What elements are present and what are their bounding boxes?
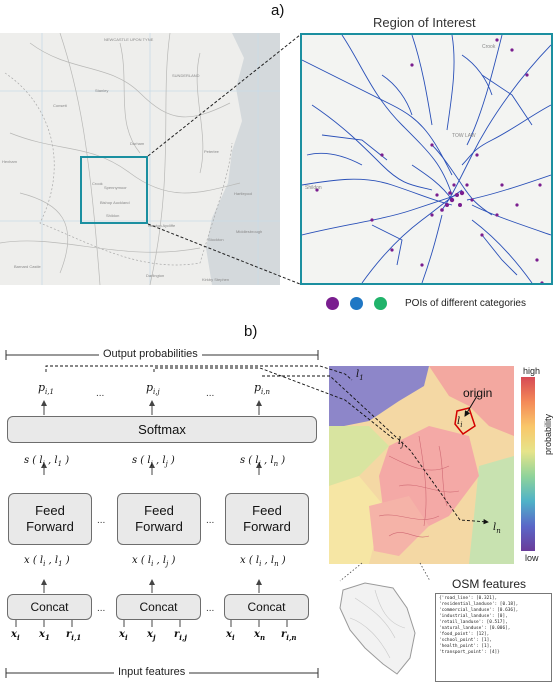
- legend-dot-blue: [350, 297, 363, 310]
- softmax-layer: Softmax: [7, 416, 317, 443]
- map-place: Durham: [130, 141, 145, 146]
- location-label-j: lj: [398, 436, 404, 449]
- concat-block-1: Concat: [7, 594, 92, 620]
- pair-feature-label-n: x ( li , ln ): [240, 555, 286, 568]
- roi-place: TOW LAW: [452, 133, 476, 139]
- score-label-1: s ( li , l1 ): [24, 455, 70, 468]
- osm-features-title: OSM features: [452, 577, 527, 591]
- location-label-1: l1: [356, 369, 364, 382]
- concat-block-n: Concat: [224, 594, 309, 620]
- map-place: Stanley: [95, 88, 109, 93]
- ellipsis: ...: [206, 388, 215, 399]
- input-feature: x1: [39, 629, 50, 642]
- zone-outline: [339, 582, 416, 675]
- prob-label-n: pi,n: [254, 381, 271, 397]
- prob-label-1: pi,1: [38, 381, 54, 397]
- colorbar-low-label: low: [525, 553, 539, 563]
- map-place: Middlesbrough: [236, 229, 263, 234]
- feed-forward-block-1: Feed Forward: [8, 493, 92, 545]
- ellipsis: ...: [206, 515, 215, 526]
- legend-label: POIs of different categories: [405, 298, 526, 309]
- input-feature: xn: [254, 629, 266, 642]
- map-place: Darlington: [146, 273, 165, 278]
- roi-title: Region of Interest: [373, 15, 476, 30]
- prob-label-j: pi,j: [146, 381, 160, 397]
- ellipsis: ...: [206, 603, 215, 614]
- overview-map-base: [0, 33, 280, 285]
- roi-map: Crook TOW LAW Shildon: [300, 33, 553, 285]
- roi-place: Shildon: [305, 185, 322, 191]
- roi-road-network: [302, 35, 551, 283]
- panel-a-label: a): [271, 2, 285, 19]
- probability-map-areas: [329, 366, 514, 564]
- osm-line: {'road_line': [0.321],: [439, 596, 498, 601]
- ellipsis: ...: [97, 603, 106, 614]
- osm-line: 'natural_landuse': [0.006],: [439, 626, 511, 631]
- pair-feature-label-j: x ( li , lj ): [132, 555, 176, 568]
- map-place: Kirkby Stephen: [202, 277, 230, 282]
- input-feature: xi: [119, 629, 128, 642]
- map-place: Hartlepool: [234, 191, 253, 196]
- colorbar-high-label: high: [523, 366, 541, 376]
- input-feature: xj: [147, 629, 156, 642]
- osm-line: 'transport_point': [4]}: [439, 650, 500, 655]
- map-place: SUNDERLAND: [172, 73, 200, 78]
- legend-dot-purple: [326, 297, 339, 310]
- osm-line: 'retail_landuse': [0.517],: [439, 620, 508, 625]
- panel-b-label: b): [244, 323, 258, 340]
- origin-label: origin: [463, 386, 493, 400]
- osm-line: 'school_point': [1],: [439, 638, 492, 643]
- map-place: NEWCASTLE UPON TYNE: [104, 37, 154, 42]
- osm-line: 'health_point': [1],: [439, 644, 492, 649]
- input-feature: ri,n: [281, 629, 297, 642]
- map-place: Newton Aycliffe: [148, 223, 176, 228]
- location-label-i: li: [457, 416, 463, 429]
- map-place: Hexham: [2, 159, 17, 164]
- osm-features-box: {'road_line': [0.321], 'residential_land…: [435, 593, 552, 682]
- score-label-n: s ( li , ln ): [240, 455, 286, 468]
- output-probabilities-title: Output probabilities: [99, 348, 202, 360]
- probability-colorbar: [521, 377, 535, 551]
- concat-block-j: Concat: [116, 594, 201, 620]
- input-feature: ri,j: [174, 629, 187, 642]
- legend-dot-green: [374, 297, 387, 310]
- roi-place: Crook: [482, 44, 496, 50]
- overview-map: NEWCASTLE UPON TYNE SUNDERLAND Consett S…: [0, 33, 280, 285]
- map-place: Peterlee: [204, 149, 219, 154]
- probability-map: l1 li lj ln origin: [329, 366, 514, 564]
- feed-forward-block-j: Feed Forward: [117, 493, 201, 545]
- score-label-j: s ( li , lj ): [132, 455, 175, 468]
- map-place: Spennymoor: [104, 185, 127, 190]
- ellipsis: ...: [97, 515, 106, 526]
- map-place: Stockton: [208, 237, 224, 242]
- map-place: Barnard Castle: [14, 264, 41, 269]
- pair-feature-label-1: x ( li , l1 ): [24, 555, 70, 568]
- input-feature: xi: [226, 629, 235, 642]
- input-feature: xi: [11, 629, 20, 642]
- osm-line: 'food_point': [12],: [439, 632, 490, 637]
- input-feature: ri,1: [66, 629, 82, 642]
- osm-line: 'commercial_landuse': [0.636],: [439, 608, 519, 613]
- input-features-title: Input features: [114, 666, 190, 678]
- osm-line: 'residential_landuse': [0.18],: [439, 602, 519, 607]
- ellipsis: ...: [96, 388, 105, 399]
- location-label-n: ln: [493, 522, 501, 535]
- map-place: Consett: [53, 103, 67, 108]
- zoom-connectors: [147, 34, 301, 285]
- map-place: Bishop Auckland: [100, 200, 130, 205]
- feed-forward-block-n: Feed Forward: [225, 493, 309, 545]
- osm-line: 'industrial_landuse': [0],: [439, 614, 508, 619]
- region-selection-box: [80, 156, 148, 224]
- map-place: Shildon: [106, 213, 120, 218]
- map-place: Crook: [92, 181, 103, 186]
